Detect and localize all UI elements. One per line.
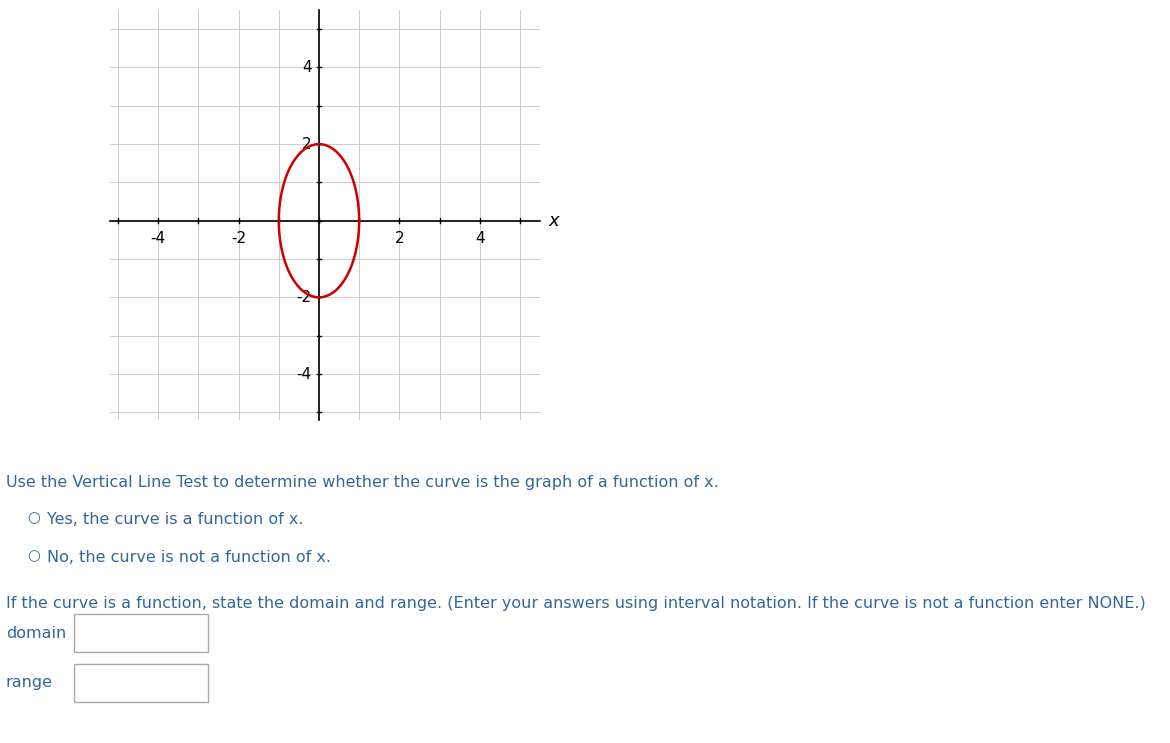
Text: Yes, the curve is a function of x.: Yes, the curve is a function of x. [47,512,303,527]
Text: -2: -2 [230,232,246,247]
Text: 2: 2 [302,137,311,152]
Text: If the curve is a function, state the domain and range. (Enter your answers usin: If the curve is a function, state the do… [6,596,1145,611]
Text: 4: 4 [302,60,311,75]
Text: x: x [548,212,558,230]
Text: ○: ○ [27,548,40,562]
Text: range: range [6,675,53,690]
Text: -4: -4 [297,366,311,381]
Text: 4: 4 [475,232,484,247]
Text: -4: -4 [151,232,166,247]
Text: Use the Vertical Line Test to determine whether the curve is the graph of a func: Use the Vertical Line Test to determine … [6,475,718,490]
Text: -2: -2 [297,290,311,305]
Text: domain: domain [6,626,66,640]
Text: 2: 2 [394,232,404,247]
Text: ○: ○ [27,510,40,525]
Text: No, the curve is not a function of x.: No, the curve is not a function of x. [47,550,331,565]
